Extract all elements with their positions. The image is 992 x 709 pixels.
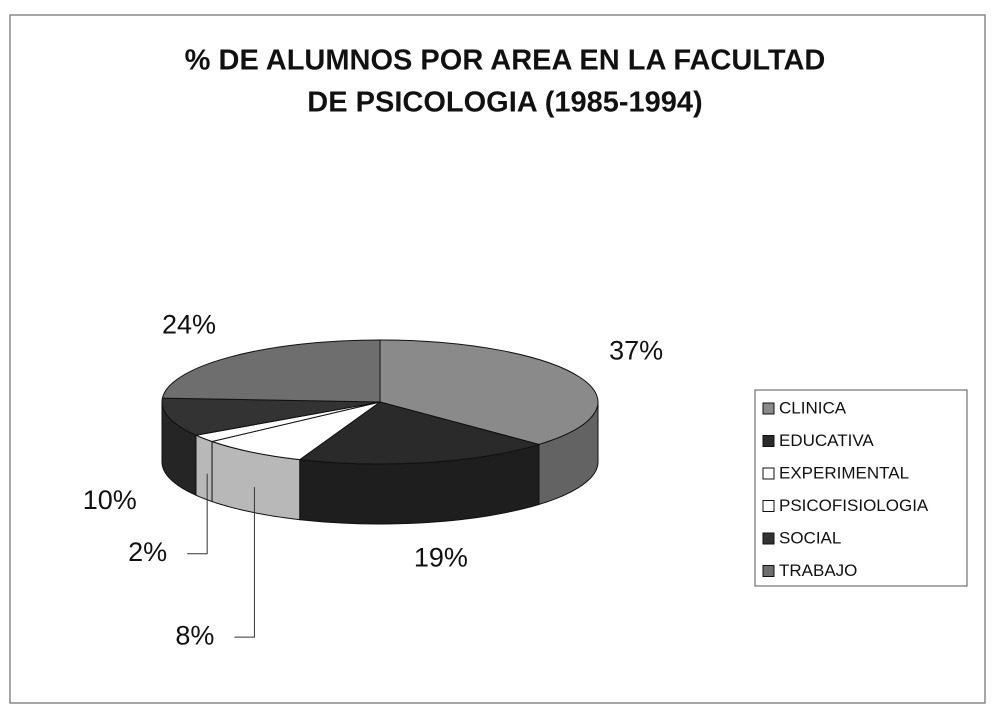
legend-label: EDUCATIVA — [779, 431, 874, 450]
legend-label: PSICOFISIOLOGIA — [779, 496, 929, 515]
chart-title: % DE ALUMNOS POR AREA EN LA FACULTAD — [185, 45, 826, 77]
data-label: 37% — [609, 336, 663, 366]
data-label: 19% — [414, 543, 468, 573]
legend-swatch — [762, 565, 775, 577]
data-label: 10% — [83, 485, 137, 515]
slice — [161, 397, 381, 436]
data-label: 24% — [162, 309, 216, 339]
legend-label: SOCIAL — [779, 528, 841, 547]
slice — [379, 339, 599, 445]
legend-swatch — [762, 500, 775, 512]
legend-swatch — [762, 435, 775, 447]
legend-swatch — [762, 532, 775, 545]
legend-swatch — [762, 467, 775, 480]
slice — [298, 401, 541, 465]
slice — [161, 339, 381, 403]
slice — [210, 401, 381, 461]
data-label: 8% — [175, 620, 214, 650]
chart-title: DE PSICOLOGIA (1985-1994) — [307, 87, 702, 119]
data-label: 2% — [128, 537, 167, 567]
legend-label: TRABAJO — [779, 561, 857, 580]
legend-label: EXPERIMENTAL — [779, 463, 909, 482]
legend-box — [754, 389, 968, 587]
leader-line — [187, 473, 208, 555]
legend-swatch — [762, 402, 775, 415]
slice-side — [195, 434, 213, 503]
legend-label: CLINICA — [779, 398, 847, 417]
leader-line — [234, 487, 255, 638]
